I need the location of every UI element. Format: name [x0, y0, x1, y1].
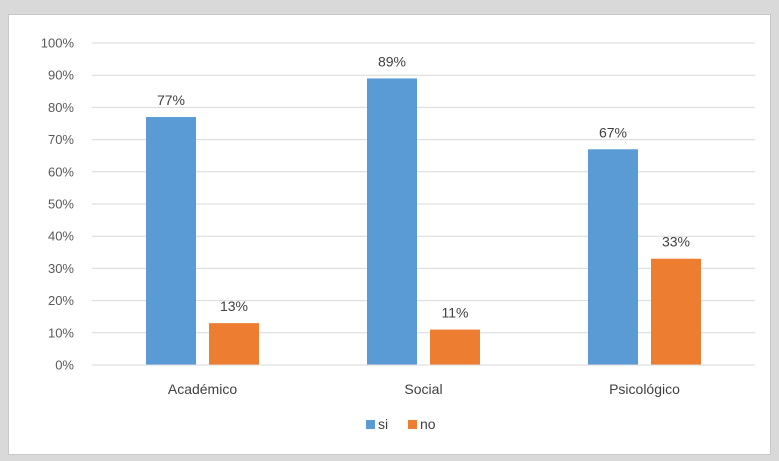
data-label: 11%: [442, 305, 469, 321]
y-tick-label: 20%: [48, 293, 74, 308]
bar-no: [651, 258, 701, 365]
bar-si: [588, 149, 638, 365]
bar-no: [430, 329, 480, 365]
data-labels: 77% 13% 89% 11% 67% 33%: [157, 53, 690, 320]
data-label: 89%: [378, 53, 406, 69]
legend-swatch-no: [408, 420, 417, 429]
y-tick-label: 50%: [48, 197, 74, 212]
data-label: 67%: [599, 124, 627, 140]
x-tick-label: Psicológico: [609, 381, 680, 397]
y-tick-label: 30%: [48, 261, 74, 276]
legend-label-no: no: [420, 416, 436, 432]
data-label: 13%: [220, 298, 248, 314]
bars: [146, 78, 701, 366]
y-axis: 0% 10% 20% 30% 40% 50% 60% 70% 80% 90% 100%: [41, 36, 75, 373]
x-tick-label: Académico: [168, 381, 237, 397]
y-tick-label: 90%: [48, 68, 74, 83]
y-tick-label: 60%: [48, 164, 74, 179]
data-label: 77%: [157, 92, 185, 108]
y-tick-label: 100%: [41, 36, 75, 51]
x-tick-label: Social: [404, 381, 442, 397]
y-tick-label: 70%: [48, 132, 74, 147]
legend-swatch-si: [366, 420, 375, 429]
bar-si: [146, 117, 196, 365]
legend-label-si: si: [378, 416, 388, 432]
y-tick-label: 10%: [48, 325, 74, 340]
y-tick-label: 40%: [48, 229, 74, 244]
legend: si no: [366, 416, 436, 432]
bar-no: [209, 323, 259, 365]
y-tick-label: 0%: [55, 358, 74, 373]
data-label: 33%: [662, 234, 690, 250]
y-tick-label: 80%: [48, 100, 74, 115]
x-axis: Académico Social Psicológico: [92, 364, 755, 397]
bar-si: [367, 78, 417, 366]
